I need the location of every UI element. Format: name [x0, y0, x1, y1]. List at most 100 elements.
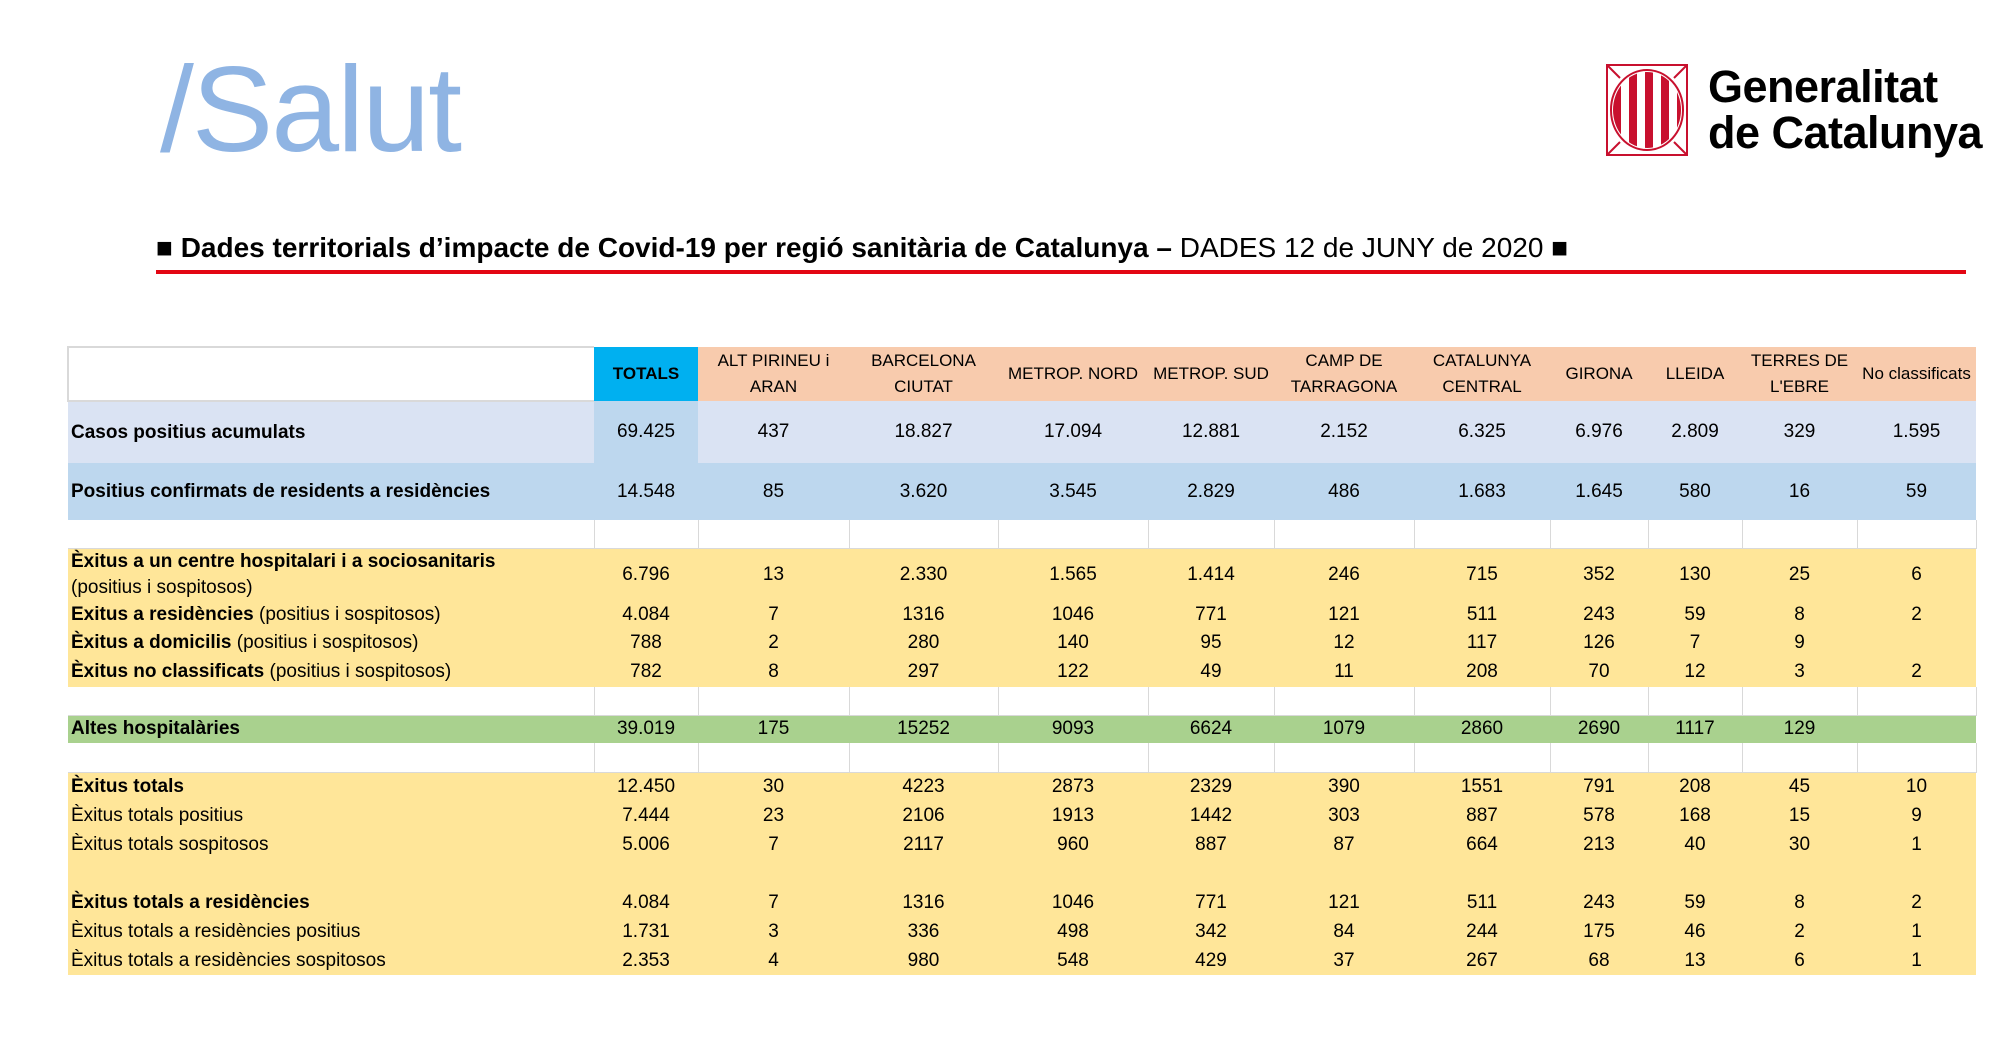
spacer-row: [68, 520, 1977, 549]
value-cell: 30: [698, 772, 849, 801]
value-cell: 9: [1857, 801, 1976, 830]
table-row: Èxitus a domicilis (positius i sospitoso…: [68, 629, 1976, 657]
total-cell: 7.444: [594, 801, 698, 830]
value-cell: 548: [998, 946, 1148, 975]
total-cell: 39.019: [594, 715, 698, 743]
empty-cell: [68, 743, 595, 773]
header-empty-cell: [67, 346, 594, 402]
row-label: Èxitus totals a residències sospitosos: [68, 946, 594, 975]
value-cell: 1.645: [1550, 463, 1648, 520]
value-cell: 2329: [1148, 772, 1274, 801]
value-cell: 352: [1550, 548, 1648, 601]
empty-cell: [1550, 687, 1649, 716]
value-cell: 2117: [849, 830, 998, 859]
value-cell: 59: [1648, 888, 1742, 917]
value-cell: 3: [1742, 657, 1857, 687]
row-label-bold: Èxitus no classificats: [71, 661, 265, 682]
value-cell: 715: [1414, 548, 1550, 601]
value-cell: 1.595: [1857, 401, 1976, 463]
value-cell: 121: [1274, 601, 1414, 629]
table-row: Èxitus totals a residències 4.084 7 1316 104…: [68, 888, 1976, 917]
value-cell: 6.325: [1414, 401, 1550, 463]
value-cell: 85: [698, 463, 849, 520]
table-row: Positius confirmats de residents a resid…: [68, 463, 1976, 520]
empty-cell: [849, 687, 999, 716]
total-cell: 12.450: [594, 772, 698, 801]
value-cell: 7: [1648, 629, 1742, 657]
value-cell: 6: [1857, 548, 1976, 601]
row-label: Èxitus a domicilis (positius i sospitoso…: [68, 629, 594, 657]
value-cell: 243: [1550, 601, 1648, 629]
generalitat-logo: Generalitat de Catalunya: [1606, 61, 1983, 158]
value-cell: 23: [698, 801, 849, 830]
empty-cell: [1148, 687, 1275, 716]
empty-cell: [698, 687, 850, 716]
logo-line-1: Generalitat: [1708, 61, 1938, 112]
table-row: Èxitus totals 12.450 30 4223 2873 2329 390 1551…: [68, 772, 1976, 801]
catalan-coat-of-arms-icon: [1606, 64, 1688, 156]
value-cell: 771: [1148, 888, 1274, 917]
regional-data-table: TOTALS ALT PIRINEU i ARAN BARCELONA CIUTAT…: [67, 346, 1977, 975]
value-cell: 297: [849, 657, 998, 687]
empty-cell: [1857, 859, 1976, 888]
value-cell: 1316: [849, 601, 998, 629]
value-cell: 25: [1742, 548, 1857, 601]
value-cell: 3.620: [849, 463, 998, 520]
empty-cell: [594, 859, 698, 888]
column-header: BARCELONA CIUTAT: [849, 347, 998, 401]
value-cell: 8: [698, 657, 849, 687]
row-label: Casos positius acumulats: [68, 401, 594, 463]
value-cell: 1: [1857, 946, 1976, 975]
empty-cell: [849, 743, 999, 773]
empty-cell: [1857, 520, 1977, 549]
value-cell: 429: [1148, 946, 1274, 975]
value-cell: 2.809: [1648, 401, 1742, 463]
value-cell: 342: [1148, 917, 1274, 946]
row-label: Èxitus totals a residències: [68, 888, 594, 917]
column-header: No classificats: [1857, 347, 1976, 401]
row-label: Altes hospitalàries: [68, 715, 594, 743]
row-label: Èxitus a un centre hospitalari i a socio…: [68, 548, 594, 601]
empty-cell: [1148, 743, 1275, 773]
value-cell: 59: [1857, 463, 1976, 520]
value-cell: 6: [1742, 946, 1857, 975]
total-cell: 14.548: [594, 463, 698, 520]
value-cell: 580: [1648, 463, 1742, 520]
table-header-row: TOTALS ALT PIRINEU i ARAN BARCELONA CIUTAT…: [67, 346, 1976, 402]
value-cell: 1: [1857, 830, 1976, 859]
logo-line-2: de Catalunya: [1708, 107, 1983, 158]
table-row: Èxitus totals sospitosos 5.006 7 2117 960 887…: [68, 830, 1976, 859]
row-label-bold: Èxitus totals: [71, 775, 184, 797]
row-label-note: (positius i sospitosos): [236, 632, 419, 653]
value-cell: 498: [998, 917, 1148, 946]
title-bold: Dades territorials d’impacte de Covid-19…: [180, 232, 1172, 263]
value-cell: 2.829: [1148, 463, 1274, 520]
value-cell: 70: [1550, 657, 1648, 687]
table-row: Casos positius acumulats 69.425 437 18.827 1…: [68, 401, 1976, 463]
row-label-note: Èxitus totals positius: [71, 804, 244, 826]
page-title: ■ Dades territorials d’impacte de Covid-…: [156, 232, 1568, 264]
salut-brand: /Salut: [160, 41, 462, 177]
value-cell: 791: [1550, 772, 1648, 801]
total-cell: 6.796: [594, 548, 698, 601]
value-cell: 13: [698, 548, 849, 601]
value-cell: 1551: [1414, 772, 1550, 801]
empty-cell: [1857, 743, 1977, 773]
value-cell: 2: [698, 629, 849, 657]
value-cell: 6.976: [1550, 401, 1648, 463]
column-header: TERRES DE L'EBRE: [1742, 347, 1857, 401]
empty-cell: [1550, 520, 1649, 549]
column-header: CAMP DE TARRAGONA: [1274, 347, 1414, 401]
row-label-bold: Exitus a residències: [71, 604, 254, 625]
value-cell: 95: [1148, 629, 1274, 657]
value-cell: 246: [1274, 548, 1414, 601]
value-cell: 4223: [849, 772, 998, 801]
empty-cell: [998, 743, 1149, 773]
value-cell: 2: [1857, 888, 1976, 917]
row-label-note: Èxitus totals a residències sospitosos: [71, 949, 386, 971]
value-cell: 329: [1742, 401, 1857, 463]
value-cell: 2690: [1550, 715, 1648, 743]
total-cell: 4.084: [594, 601, 698, 629]
empty-cell: [68, 520, 595, 549]
column-header: ALT PIRINEU i ARAN: [698, 347, 849, 401]
